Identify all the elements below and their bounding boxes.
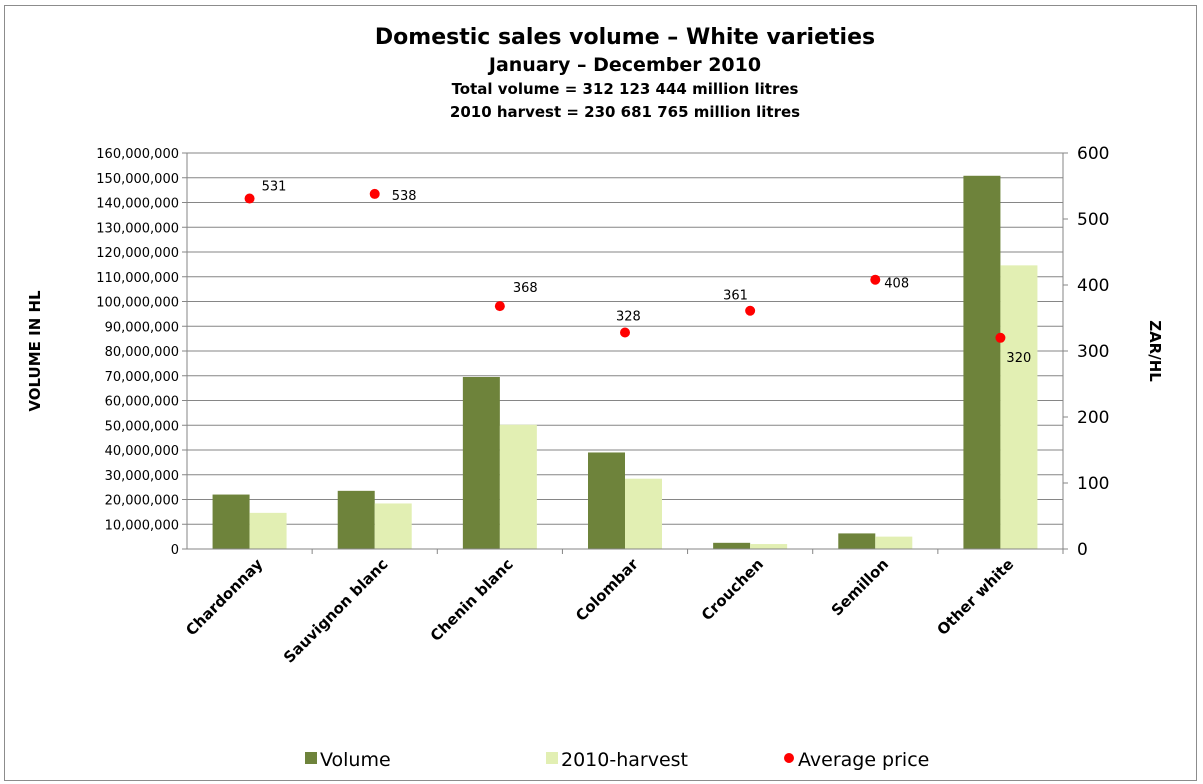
price-point (369, 188, 380, 199)
legend-label-volume: Volume (320, 749, 391, 771)
price-label: 320 (1006, 351, 1031, 366)
y-tick-label: 100,000,000 (96, 296, 179, 311)
y-tick-label: 150,000,000 (96, 172, 179, 187)
price-point (494, 301, 505, 312)
legend-label-price: Average price (798, 749, 929, 771)
bar-harvest (374, 503, 412, 549)
bar-volume (963, 175, 1001, 549)
y2-tick-label: 400 (1077, 276, 1109, 296)
chart-subtitle-total: Total volume = 312 123 444 million litre… (452, 80, 799, 98)
y2-axis-ticks: 0 100 200 300 400 500 600 (1063, 144, 1109, 560)
bar-harvest (1000, 265, 1038, 549)
price-point (620, 327, 630, 338)
y2-tick-label: 200 (1077, 408, 1109, 428)
price-label: 361 (723, 289, 748, 304)
price-label: 408 (884, 277, 909, 292)
y-axis-title: VOLUME IN HL (26, 290, 44, 412)
bars (212, 175, 1064, 554)
bar-volume (462, 376, 500, 549)
category-label: Other white (934, 555, 1018, 639)
price-point (745, 305, 756, 316)
legend-swatch-harvest (546, 752, 558, 764)
y-tick-label: 20,000,000 (105, 494, 179, 509)
y2-tick-label: 600 (1077, 144, 1109, 164)
chart-subtitle-harvest: 2010 harvest = 230 681 765 million litre… (450, 103, 800, 121)
y2-tick-label: 500 (1077, 210, 1109, 230)
chart-subtitle: January – December 2010 (487, 54, 761, 76)
y2-axis-title: ZAR/HL (1146, 320, 1164, 382)
price-label: 531 (262, 180, 287, 195)
bar-harvest (750, 544, 788, 549)
category-label: Chenin blanc (427, 555, 517, 645)
bar-harvest (625, 478, 662, 549)
y-tick-label: 70,000,000 (105, 370, 179, 385)
price-label: 538 (392, 189, 417, 204)
y2-tick-label: 300 (1077, 342, 1109, 362)
bar-harvest (249, 512, 287, 549)
category-label: Semillon (828, 555, 892, 619)
bar-volume (588, 452, 625, 549)
y-tick-label: 0 (171, 543, 179, 558)
y-tick-label: 130,000,000 (96, 221, 179, 236)
price-label: 368 (513, 281, 538, 296)
category-label: Chardonnay (182, 555, 266, 639)
category-label: Colombar (572, 555, 642, 625)
category-label: Crouchen (698, 555, 767, 624)
category-label: Sauvignon blanc (280, 555, 392, 667)
price-points: 531 538 368 328 361 408 320 (244, 180, 1031, 366)
y-tick-label: 50,000,000 (105, 419, 179, 434)
price-point (244, 193, 255, 204)
bar-harvest (875, 536, 913, 549)
legend-swatch-volume (305, 752, 317, 764)
y-tick-label: 80,000,000 (105, 345, 179, 360)
y2-tick-label: 100 (1077, 474, 1109, 494)
price-label: 328 (616, 310, 641, 325)
y-tick-label: 160,000,000 (96, 147, 179, 162)
category-labels: Chardonnay Sauvignon blanc Chenin blanc Col… (182, 555, 1017, 667)
y-axis-ticks: 0 10,000,000 20,000,000 30,000,000 40,000,00… (96, 147, 187, 558)
y-tick-label: 60,000,000 (105, 395, 179, 410)
y-tick-label: 140,000,000 (96, 197, 179, 212)
y-tick-label: 10,000,000 (105, 518, 179, 533)
y-tick-label: 30,000,000 (105, 469, 179, 484)
bar-volume (713, 542, 751, 549)
y-tick-label: 40,000,000 (105, 444, 179, 459)
price-point (995, 332, 1006, 343)
bar-volume (838, 533, 876, 549)
bar-harvest (499, 424, 537, 549)
gridlines (187, 152, 1063, 525)
y-tick-label: 90,000,000 (105, 320, 179, 335)
price-point (870, 274, 881, 285)
bar-volume (337, 490, 375, 549)
y2-tick-label: 0 (1077, 540, 1088, 560)
y-tick-label: 120,000,000 (96, 246, 179, 261)
chart-title: Domestic sales volume – White varieties (375, 25, 875, 50)
legend-label-harvest: 2010-harvest (561, 749, 688, 771)
y-tick-label: 110,000,000 (96, 271, 179, 286)
legend-marker-price (784, 753, 794, 763)
bar-volume (212, 494, 250, 549)
legend: Volume 2010-harvest Average price (305, 749, 929, 771)
